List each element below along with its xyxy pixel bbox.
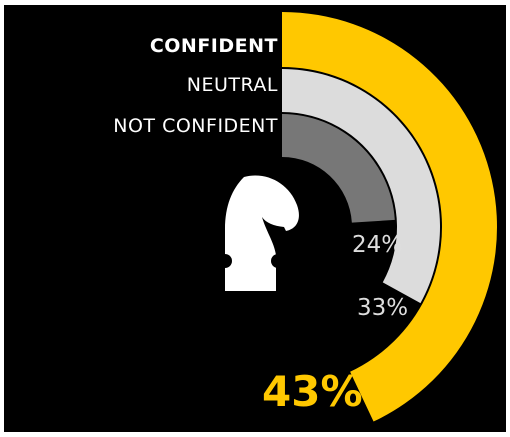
- legend-neutral: NEUTRAL: [186, 74, 278, 96]
- arc-confident: [282, 12, 497, 422]
- chart-area: CONFIDENT NEUTRAL NOT CONFIDENT 24% 33% …: [4, 5, 506, 432]
- chess-knight-icon: [218, 175, 299, 291]
- legend-not-confident: NOT CONFIDENT: [113, 115, 278, 137]
- legend-confident: CONFIDENT: [149, 35, 278, 57]
- value-label-not-confident: 24%: [352, 232, 404, 258]
- value-label-confident: 43%: [262, 367, 363, 416]
- arc-not-confident: [282, 114, 395, 223]
- value-label-neutral: 33%: [357, 295, 409, 321]
- radial-bar-chart: [218, 12, 497, 422]
- arc-neutral: [282, 69, 440, 304]
